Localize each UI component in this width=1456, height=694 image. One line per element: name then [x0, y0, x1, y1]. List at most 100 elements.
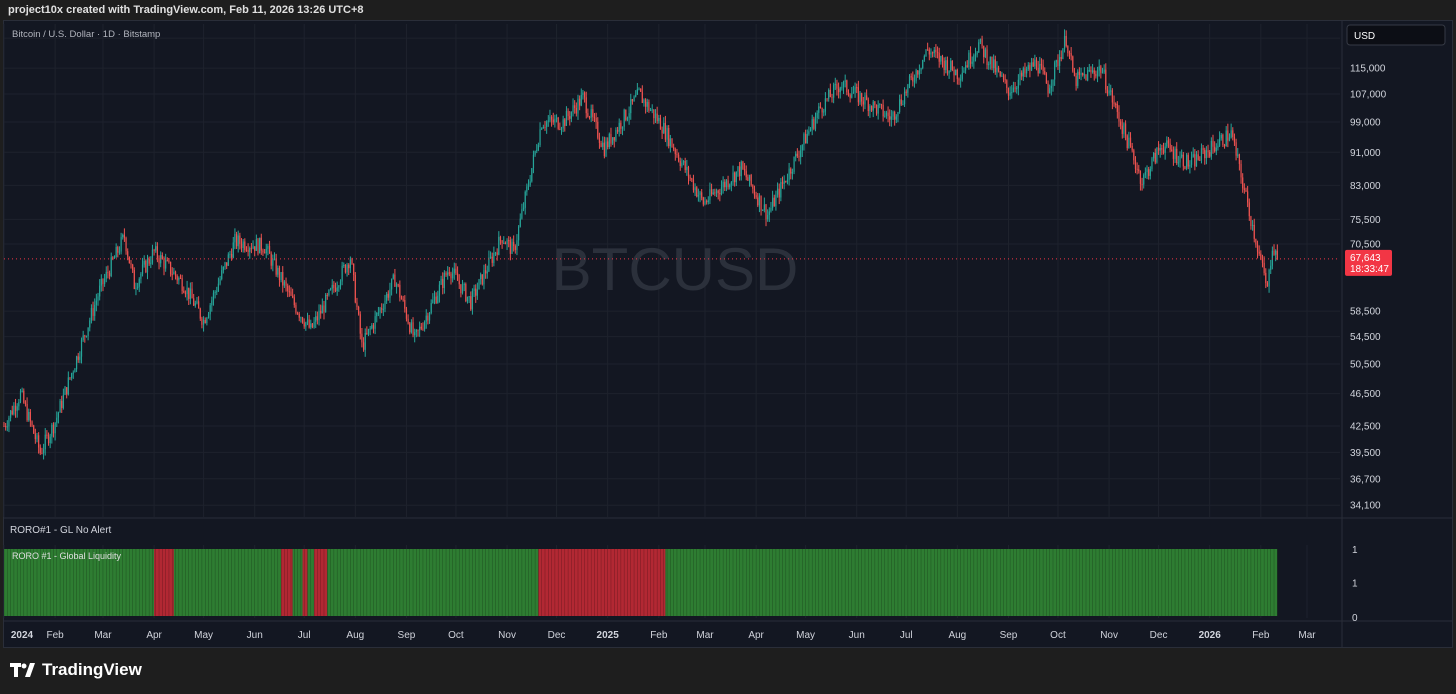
- candle-body: [826, 98, 828, 100]
- candle-body: [463, 284, 465, 286]
- candle-body: [165, 260, 167, 269]
- indicator-segment: [173, 549, 282, 616]
- candle-body: [209, 305, 211, 315]
- candle-body: [69, 377, 71, 379]
- candle-body: [146, 259, 149, 273]
- candle-body: [592, 109, 594, 117]
- indicator-segment: [314, 549, 328, 616]
- candle-body: [435, 296, 437, 303]
- candle-body: [161, 255, 163, 260]
- x-tick-label: Mar: [1298, 630, 1316, 641]
- candle-body: [1210, 140, 1212, 157]
- candle-body: [691, 178, 693, 180]
- candle-body: [824, 98, 826, 112]
- candle-body: [978, 42, 980, 53]
- candle-body: [1054, 62, 1056, 80]
- candle-body: [420, 326, 422, 329]
- chart-canvas[interactable]: 125,000115,000107,00099,00091,00083,0007…: [0, 0, 1456, 648]
- candle-body: [34, 433, 36, 440]
- candle-body: [1233, 136, 1236, 143]
- candle-body: [1121, 125, 1123, 134]
- candle-body: [806, 133, 808, 144]
- candle-body: [1169, 143, 1171, 150]
- candle-body: [422, 328, 424, 330]
- candle-body: [879, 104, 881, 106]
- x-tick-label: May: [194, 630, 213, 641]
- candle-body: [1266, 282, 1269, 287]
- candle-body: [249, 248, 251, 252]
- last-price-value: 67,643: [1350, 253, 1381, 264]
- candle-body: [320, 310, 322, 314]
- candle-body: [417, 329, 419, 331]
- indicator-segment: [307, 549, 315, 616]
- candle-body: [704, 201, 706, 205]
- candle-body: [1235, 142, 1237, 156]
- candle-body: [278, 267, 281, 281]
- candle-body: [391, 278, 393, 290]
- candle-body: [951, 60, 953, 70]
- candle-body: [287, 285, 289, 292]
- candle-body: [1164, 146, 1166, 153]
- tradingview-logo[interactable]: TradingView: [10, 660, 142, 680]
- candle-body: [643, 99, 645, 104]
- currency-button[interactable]: [1346, 24, 1446, 46]
- candle-body: [1270, 265, 1272, 270]
- candle-body: [188, 287, 190, 299]
- candle-body: [371, 325, 373, 329]
- candle-body: [85, 335, 88, 337]
- candle-body: [397, 284, 399, 286]
- candle-body: [455, 268, 457, 274]
- candle-body: [791, 171, 794, 174]
- candle-body: [715, 190, 718, 194]
- candle-body: [132, 264, 134, 271]
- candle-body: [829, 89, 831, 98]
- candle-body: [882, 104, 884, 117]
- candle-body: [471, 290, 474, 310]
- candle-body: [11, 410, 13, 415]
- candle-body: [720, 187, 723, 195]
- candle-body: [1012, 87, 1015, 93]
- candle-body: [257, 239, 259, 254]
- candle-body: [207, 314, 210, 318]
- candle-body: [372, 325, 375, 329]
- candle-body: [3, 426, 5, 428]
- y-tick-label: 36,700: [1350, 474, 1381, 485]
- candle-body: [755, 195, 757, 198]
- candle-body: [295, 305, 297, 313]
- candle-body: [1129, 137, 1132, 146]
- candle-body: [1247, 191, 1249, 203]
- candle-body: [9, 410, 12, 418]
- candle-body: [1063, 35, 1066, 49]
- candle-body: [875, 104, 878, 114]
- candle-body: [288, 291, 290, 293]
- candle-body: [128, 256, 130, 264]
- candle-body: [887, 112, 889, 117]
- candle-body: [272, 258, 274, 266]
- candle-body: [1156, 147, 1158, 163]
- candle-body: [866, 95, 868, 100]
- y-tick-label: 50,500: [1350, 360, 1381, 371]
- candle-body: [1124, 123, 1127, 136]
- candle-body: [1002, 75, 1005, 80]
- candle-body: [123, 234, 126, 238]
- x-tick-label: Jul: [298, 630, 311, 641]
- candle-body: [137, 286, 139, 288]
- y-tick-label: 58,500: [1350, 307, 1381, 318]
- candle-body: [1271, 250, 1273, 266]
- candle-body: [293, 297, 295, 306]
- candle-body: [423, 321, 426, 330]
- candle-body: [740, 161, 742, 177]
- symbol-title: Bitcoin / U.S. Dollar · 1D · Bitstamp: [12, 29, 160, 40]
- x-tick-label: Aug: [346, 630, 364, 641]
- candle-body: [29, 411, 31, 422]
- candle-body: [1090, 69, 1092, 73]
- candle-body: [311, 323, 314, 328]
- candle-body: [1055, 60, 1057, 63]
- candle-body: [1105, 69, 1107, 90]
- candle-body: [466, 296, 469, 302]
- indicator-segment: [665, 549, 1278, 616]
- candle-body: [72, 372, 74, 374]
- candle-body: [1110, 90, 1112, 92]
- candle-body: [722, 181, 724, 188]
- candle-body: [783, 180, 785, 185]
